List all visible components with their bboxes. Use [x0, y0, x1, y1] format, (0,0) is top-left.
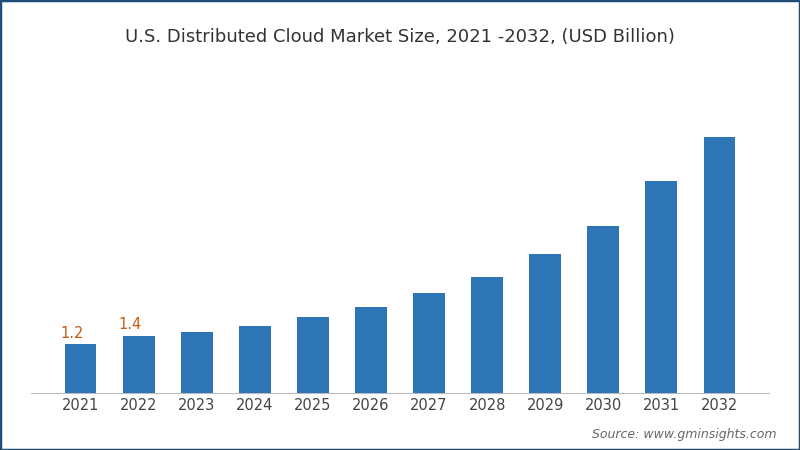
- Bar: [122, 336, 154, 393]
- Bar: [355, 307, 387, 393]
- Bar: [239, 326, 270, 393]
- Bar: [587, 226, 619, 393]
- Bar: [413, 293, 445, 393]
- Bar: [297, 317, 329, 393]
- Bar: [703, 137, 735, 393]
- Bar: [471, 277, 503, 393]
- Bar: [530, 254, 561, 393]
- Bar: [181, 332, 213, 393]
- Text: 1.4: 1.4: [118, 318, 142, 333]
- Bar: [646, 181, 678, 393]
- Bar: [65, 344, 97, 393]
- Title: U.S. Distributed Cloud Market Size, 2021 -2032, (USD Billion): U.S. Distributed Cloud Market Size, 2021…: [125, 28, 675, 46]
- Text: 1.2: 1.2: [60, 326, 83, 341]
- Text: Source: www.gminsights.com: Source: www.gminsights.com: [591, 428, 776, 441]
